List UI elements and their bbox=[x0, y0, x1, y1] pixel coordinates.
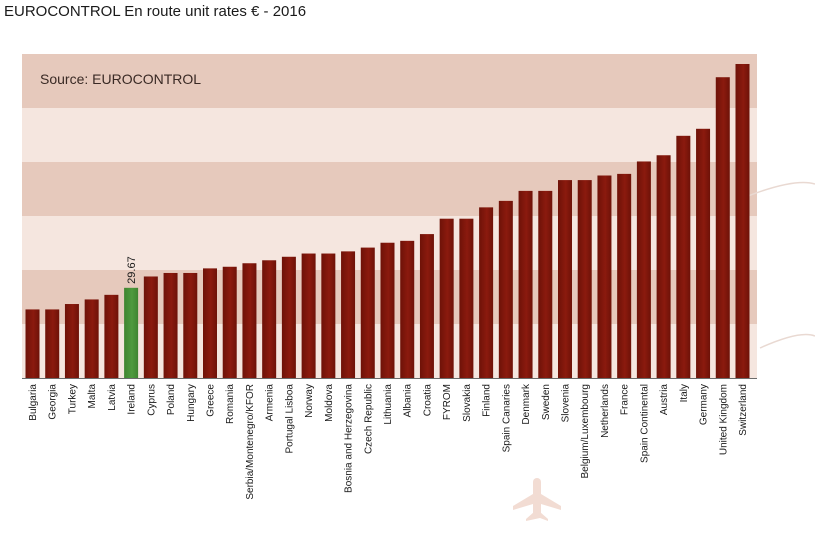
x-tick-label: Sweden bbox=[541, 384, 552, 420]
x-tick-label: Germany bbox=[699, 384, 710, 425]
x-tick-label: Hungary bbox=[186, 384, 197, 422]
bar bbox=[222, 266, 237, 378]
x-tick-label: Ireland bbox=[127, 384, 138, 415]
x-tick-label: Denmark bbox=[521, 383, 532, 425]
bar bbox=[104, 294, 119, 378]
bar bbox=[203, 268, 217, 378]
x-tick-label: Bulgaria bbox=[28, 384, 39, 421]
x-tick-label: Poland bbox=[166, 384, 177, 415]
x-tick-label: Greece bbox=[206, 384, 217, 417]
x-tick-label: FYROM bbox=[442, 384, 453, 420]
x-tick-label: Slovenia bbox=[561, 384, 572, 423]
bar bbox=[183, 272, 198, 378]
x-tick-label: France bbox=[620, 384, 631, 416]
bar bbox=[439, 218, 454, 378]
value-labels: 29.67 bbox=[126, 256, 138, 284]
x-tick-label: Moldova bbox=[324, 384, 335, 422]
source-label: Source: EUROCONTROL bbox=[40, 71, 201, 87]
bar bbox=[64, 304, 79, 378]
x-tick-label: Slovakia bbox=[462, 384, 473, 422]
x-tick-labels: Bulgaria Georgia Turkey Malta Latvia Ireland C… bbox=[28, 383, 749, 500]
bar bbox=[242, 263, 257, 378]
bar bbox=[45, 309, 60, 378]
bar bbox=[696, 128, 711, 378]
x-tick-label: Cyprus bbox=[146, 384, 157, 416]
bar bbox=[498, 200, 513, 378]
bar bbox=[518, 190, 533, 378]
x-tick-label: Belgium/Luxembourg bbox=[580, 384, 591, 479]
x-tick-label: Lithuania bbox=[383, 384, 394, 425]
x-tick-label: Georgia bbox=[48, 384, 59, 420]
x-tick-label: Norway bbox=[304, 384, 315, 418]
x-tick-label: Malta bbox=[87, 384, 98, 409]
bar bbox=[577, 180, 592, 378]
bar bbox=[419, 234, 434, 378]
x-tick-label: Austria bbox=[659, 384, 670, 416]
x-tick-label: Czech Republic bbox=[363, 384, 374, 454]
bar bbox=[380, 242, 395, 378]
bar bbox=[636, 161, 651, 378]
x-tick-label: Switzerland bbox=[738, 384, 749, 436]
bar bbox=[321, 253, 336, 378]
bar bbox=[262, 260, 277, 378]
x-tick-label: Bosnia and Herzegovina bbox=[344, 384, 355, 493]
bar bbox=[301, 253, 316, 378]
background-band bbox=[22, 162, 757, 216]
x-tick-label: Albania bbox=[403, 384, 414, 418]
bar bbox=[617, 173, 632, 378]
background-band bbox=[22, 54, 757, 108]
x-tick-label: Croatia bbox=[422, 384, 433, 417]
value-label: 29.67 bbox=[126, 256, 138, 284]
bar bbox=[84, 299, 99, 378]
x-tick-label: Italy bbox=[679, 384, 690, 402]
bar bbox=[715, 77, 730, 378]
bars bbox=[25, 63, 750, 379]
x-tick-label: Spain Canaries bbox=[501, 384, 512, 452]
x-tick-label: Romania bbox=[225, 384, 236, 424]
x-tick-label: Portugal Lisboa bbox=[284, 384, 295, 454]
x-tick-label: Armenia bbox=[265, 384, 276, 422]
x-tick-label: Netherlands bbox=[600, 384, 611, 438]
airplane-icon bbox=[513, 478, 561, 521]
bar bbox=[656, 155, 671, 378]
x-tick-label: Turkey bbox=[67, 384, 78, 414]
bar bbox=[341, 251, 356, 378]
bar bbox=[459, 218, 474, 378]
x-tick-label: United Kingdom bbox=[718, 384, 729, 455]
bar bbox=[676, 135, 691, 378]
bar bbox=[538, 190, 553, 378]
bar bbox=[597, 175, 612, 378]
bar-highlight bbox=[124, 287, 139, 378]
background-band bbox=[22, 108, 757, 162]
bar bbox=[281, 256, 296, 378]
x-tick-label: Finland bbox=[482, 384, 493, 417]
chart-title: EUROCONTROL En route unit rates € - 2016 bbox=[4, 3, 307, 20]
watermark-arc bbox=[759, 333, 815, 349]
bar bbox=[163, 272, 178, 378]
x-tick-label: Serbia/Montenegro/KFOR bbox=[245, 384, 256, 500]
bar bbox=[400, 240, 415, 378]
bar bbox=[143, 276, 158, 378]
background-decoration bbox=[513, 181, 815, 521]
x-tick-label: Latvia bbox=[107, 384, 118, 411]
bar bbox=[360, 247, 375, 378]
bar bbox=[25, 309, 40, 378]
bar bbox=[558, 180, 572, 378]
watermark-arc bbox=[747, 181, 815, 197]
bar bbox=[735, 63, 750, 379]
x-tick-label: Spain Continental bbox=[639, 384, 650, 463]
bar bbox=[479, 207, 494, 378]
